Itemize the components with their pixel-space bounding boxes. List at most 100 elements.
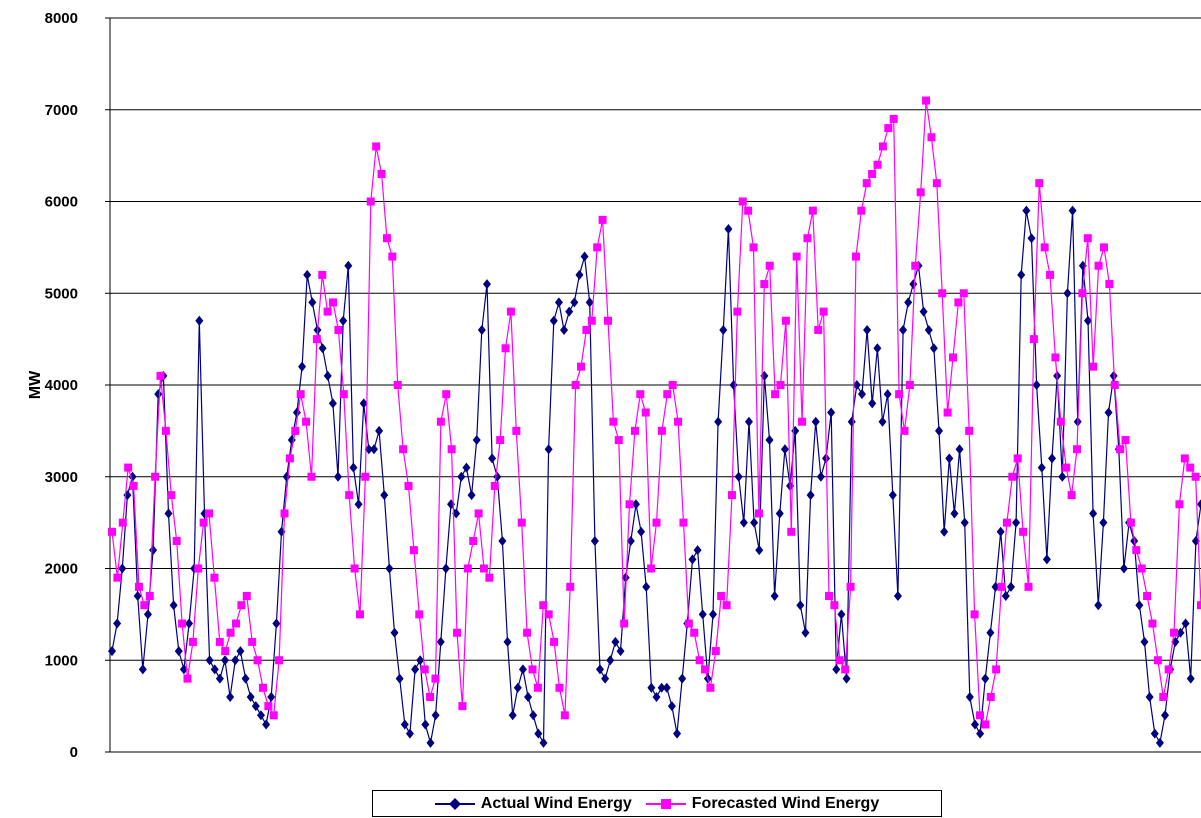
data-point-square — [841, 665, 850, 674]
data-point-square — [183, 674, 192, 683]
data-point-square — [1191, 472, 1200, 481]
data-point-diamond — [945, 453, 954, 464]
data-point-diamond — [390, 627, 399, 638]
data-point-square — [420, 665, 429, 674]
data-point-square — [372, 142, 381, 151]
data-point-square — [738, 197, 747, 206]
data-point-diamond — [298, 361, 307, 372]
data-point-square — [264, 702, 273, 711]
data-point-square — [1013, 454, 1022, 463]
data-point-diamond — [595, 664, 604, 675]
data-point-square — [927, 133, 936, 142]
data-point-square — [690, 628, 699, 637]
data-point-square — [113, 573, 122, 582]
data-point-square — [975, 711, 984, 720]
data-point-square — [916, 188, 925, 197]
data-point-diamond — [565, 306, 574, 317]
data-point-square — [846, 582, 855, 591]
data-point-square — [339, 390, 348, 399]
data-point-diamond — [631, 499, 640, 510]
data-point-diamond — [688, 554, 697, 565]
data-point-square — [835, 656, 844, 665]
y-tick-label: 1000 — [45, 652, 78, 669]
data-point-diamond — [1150, 728, 1159, 739]
data-point-diamond — [883, 389, 892, 400]
data-point-square — [453, 628, 462, 637]
data-point-square — [641, 408, 650, 417]
data-point-diamond — [498, 535, 507, 546]
data-point-diamond — [950, 508, 959, 519]
data-point-diamond — [318, 343, 327, 354]
data-point-diamond — [893, 591, 902, 602]
data-point-diamond — [662, 682, 671, 693]
data-point-diamond — [272, 618, 281, 629]
data-point-diamond — [256, 710, 265, 721]
data-point-diamond — [395, 673, 404, 684]
data-point-square — [1008, 472, 1017, 481]
data-point-square — [733, 307, 742, 316]
data-point-square — [609, 417, 618, 426]
data-point-square — [970, 610, 979, 619]
data-point-diamond — [827, 407, 836, 418]
data-point-square — [727, 491, 736, 500]
data-point-diamond — [508, 710, 517, 721]
data-point-square — [1148, 619, 1157, 628]
data-point-diamond — [1176, 627, 1185, 638]
data-point-diamond — [673, 728, 682, 739]
data-point-square — [172, 536, 181, 545]
data-point-diamond — [616, 646, 625, 657]
data-point-square — [825, 592, 834, 601]
y-tick-label: 8000 — [45, 10, 78, 27]
data-point-diamond — [791, 425, 800, 436]
data-point-square — [323, 307, 332, 316]
legend: Actual Wind Energy Forecasted Wind Energ… — [372, 790, 942, 817]
series-forecast — [108, 96, 1201, 729]
data-point-diamond — [549, 315, 558, 326]
data-point-square — [506, 307, 515, 316]
data-point-diamond — [462, 462, 471, 473]
data-point-square — [361, 472, 370, 481]
data-point-square — [959, 289, 968, 298]
data-point-diamond — [411, 664, 420, 675]
data-point-diamond — [585, 297, 594, 308]
y-tick-label: 3000 — [45, 469, 78, 486]
data-point-diamond — [991, 581, 1000, 592]
data-point-square — [1121, 436, 1130, 445]
data-point-square — [593, 243, 602, 252]
data-point-diamond — [400, 719, 409, 730]
y-tick-labels: 0 1000 2000 3000 4000 5000 6000 7000 8000 — [45, 10, 110, 761]
data-point-square — [1110, 381, 1119, 389]
data-point-square — [1094, 261, 1103, 270]
data-point-square — [878, 142, 887, 151]
data-point-square — [938, 289, 947, 298]
data-point-square — [889, 114, 898, 123]
data-point-square — [355, 610, 364, 619]
data-point-diamond — [878, 416, 887, 427]
data-point-diamond — [539, 737, 548, 748]
data-point-diamond — [441, 563, 450, 574]
data-point-diamond — [118, 563, 127, 574]
data-point-diamond — [888, 490, 897, 501]
data-point-square — [496, 436, 505, 445]
data-point-square — [997, 582, 1006, 591]
data-point-diamond — [174, 646, 183, 657]
data-point-diamond — [852, 380, 861, 390]
data-point-square — [517, 518, 526, 527]
data-point-square — [1073, 445, 1082, 454]
data-point-diamond — [344, 260, 353, 271]
data-point-diamond — [1094, 600, 1103, 611]
data-point-square — [231, 619, 240, 628]
data-point-diamond — [811, 416, 820, 427]
data-point-diamond — [960, 517, 969, 528]
data-point-diamond — [323, 370, 332, 381]
data-point-diamond — [1012, 517, 1021, 528]
data-point-diamond — [457, 471, 466, 482]
data-point-square — [560, 711, 569, 720]
data-point-square — [269, 711, 278, 720]
data-point-square — [603, 316, 612, 325]
data-point-square — [388, 252, 397, 261]
data-point-diamond — [231, 655, 240, 666]
data-point-square — [350, 564, 359, 573]
data-point-diamond — [955, 444, 964, 455]
data-point-diamond — [339, 315, 348, 326]
